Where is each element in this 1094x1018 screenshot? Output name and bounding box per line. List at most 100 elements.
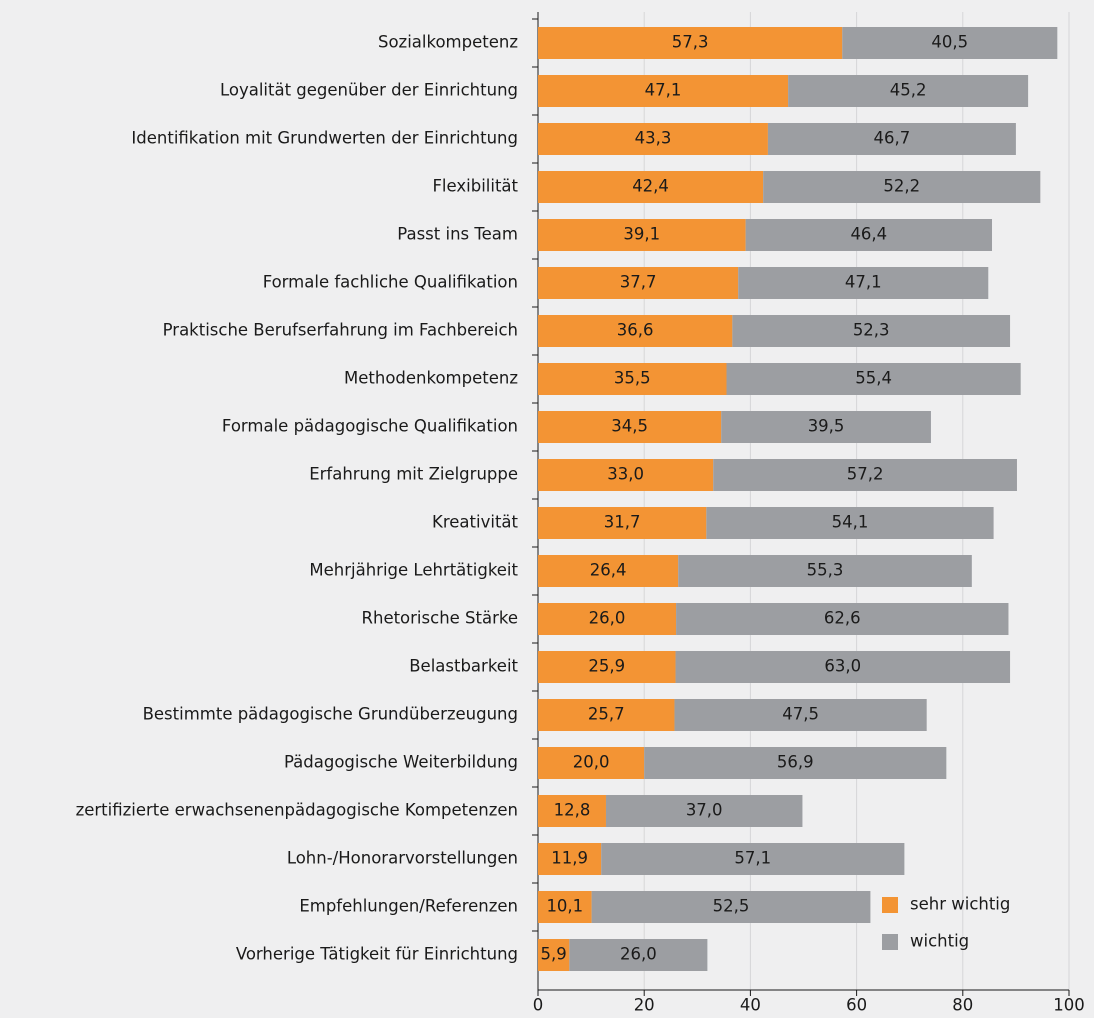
- value-label: 54,1: [832, 513, 869, 532]
- y-tick-label: Sozialkompetenz: [378, 33, 518, 52]
- y-tick-label: Empfehlungen/Referenzen: [299, 897, 518, 916]
- value-label: 43,3: [635, 129, 672, 148]
- y-tick-label: Passt ins Team: [397, 225, 518, 244]
- bar-segment: [644, 747, 947, 779]
- value-label: 62,6: [824, 609, 861, 628]
- bar-segment: [569, 939, 708, 971]
- bar-segment: [767, 123, 1016, 155]
- value-label: 57,1: [734, 849, 771, 868]
- bar-segment: [726, 363, 1021, 395]
- value-label: 57,3: [672, 33, 709, 52]
- bar-segment: [678, 555, 972, 587]
- value-label: 42,4: [632, 177, 669, 196]
- value-label: 33,0: [607, 465, 644, 484]
- legend-label: wichtig: [910, 932, 969, 951]
- bar-segment: [538, 171, 764, 203]
- value-label: 52,5: [713, 897, 750, 916]
- value-label: 39,1: [623, 225, 660, 244]
- bar-segment: [738, 267, 989, 299]
- bar-segment: [538, 891, 592, 923]
- value-label: 25,9: [588, 657, 625, 676]
- y-tick-label: Flexibilität: [432, 177, 518, 196]
- value-label: 46,4: [850, 225, 887, 244]
- value-label: 5,9: [541, 945, 567, 964]
- y-tick-label: Mehrjährige Lehrtätigkeit: [309, 561, 518, 580]
- bar-segment: [538, 27, 843, 59]
- y-tick-label: zertifizierte erwachsenenpädagogische Ko…: [76, 801, 518, 820]
- legend-swatch: [882, 897, 898, 913]
- bar-segment: [538, 411, 722, 443]
- bar-segment: [732, 315, 1011, 347]
- y-tick-label: Loyalität gegenüber der Einrichtung: [220, 81, 518, 100]
- x-tick-label: 0: [533, 996, 544, 1015]
- value-label: 55,4: [855, 369, 892, 388]
- y-tick-label: Methodenkompetenz: [344, 369, 518, 388]
- value-label: 52,3: [853, 321, 890, 340]
- y-tick-label: Belastbarkeit: [409, 657, 518, 676]
- bar-segment: [745, 219, 993, 251]
- y-tick-label: Praktische Berufserfahrung im Fachbereic…: [163, 321, 518, 340]
- bar-segment: [842, 27, 1058, 59]
- y-tick-label: Erfahrung mit Zielgruppe: [309, 465, 518, 484]
- value-label: 52,2: [883, 177, 920, 196]
- bar-segment: [675, 651, 1011, 683]
- value-label: 20,0: [573, 753, 610, 772]
- bar-segment: [788, 75, 1029, 107]
- value-label: 55,3: [807, 561, 844, 580]
- bar-segment: [538, 747, 645, 779]
- value-label: 36,6: [617, 321, 654, 340]
- bar-segment: [763, 171, 1041, 203]
- bar-segment: [713, 459, 1017, 491]
- y-tick-label: Bestimmte pädagogische Grundüberzeugung: [143, 705, 518, 724]
- value-label: 39,5: [808, 417, 845, 436]
- value-label: 56,9: [777, 753, 814, 772]
- bar-segment: [538, 123, 768, 155]
- bar-segment: [538, 267, 739, 299]
- legend-swatch: [882, 934, 898, 950]
- legend-label: sehr wichtig: [910, 895, 1010, 914]
- bar-segment: [538, 459, 714, 491]
- value-label: 26,0: [589, 609, 626, 628]
- bar-segment: [538, 507, 707, 539]
- y-tick-label: Identifikation mit Grundwerten der Einri…: [131, 129, 518, 148]
- bar-segment: [538, 315, 733, 347]
- x-tick-label: 100: [1053, 996, 1085, 1015]
- value-label: 35,5: [614, 369, 651, 388]
- y-tick-label: Kreativität: [432, 513, 518, 532]
- value-label: 57,2: [847, 465, 884, 484]
- x-tick-label: 20: [634, 996, 655, 1015]
- value-label: 26,0: [620, 945, 657, 964]
- value-label: 26,4: [590, 561, 627, 580]
- bar-segment: [674, 699, 927, 731]
- y-tick-label: Formale pädagogische Qualifikation: [222, 417, 518, 436]
- y-tick-label: Vorherige Tätigkeit für Einrichtung: [236, 945, 518, 964]
- value-label: 40,5: [931, 33, 968, 52]
- bar-segment: [538, 363, 727, 395]
- value-label: 37,7: [620, 273, 657, 292]
- bar-segment: [591, 891, 871, 923]
- value-label: 12,8: [554, 801, 591, 820]
- value-label: 34,5: [611, 417, 648, 436]
- x-tick-label: 60: [846, 996, 867, 1015]
- bar-segment: [538, 555, 679, 587]
- y-tick-label: Formale fachliche Qualifikation: [263, 273, 518, 292]
- value-label: 10,1: [546, 897, 583, 916]
- bar-segment: [538, 843, 602, 875]
- value-label: 47,1: [645, 81, 682, 100]
- bar-segment: [538, 939, 570, 971]
- x-tick-label: 40: [740, 996, 761, 1015]
- bar-segment: [601, 843, 905, 875]
- bar-segment: [538, 219, 746, 251]
- value-label: 45,2: [890, 81, 927, 100]
- value-label: 47,1: [845, 273, 882, 292]
- bar-segment: [538, 795, 606, 827]
- bar-segment: [538, 603, 677, 635]
- value-label: 63,0: [824, 657, 861, 676]
- y-tick-label: Pädagogische Weiterbildung: [284, 753, 518, 772]
- x-tick-label: 80: [952, 996, 973, 1015]
- bar-segment: [721, 411, 931, 443]
- value-label: 11,9: [551, 849, 588, 868]
- bar-segment: [605, 795, 803, 827]
- y-tick-label: Rhetorische Stärke: [362, 609, 518, 628]
